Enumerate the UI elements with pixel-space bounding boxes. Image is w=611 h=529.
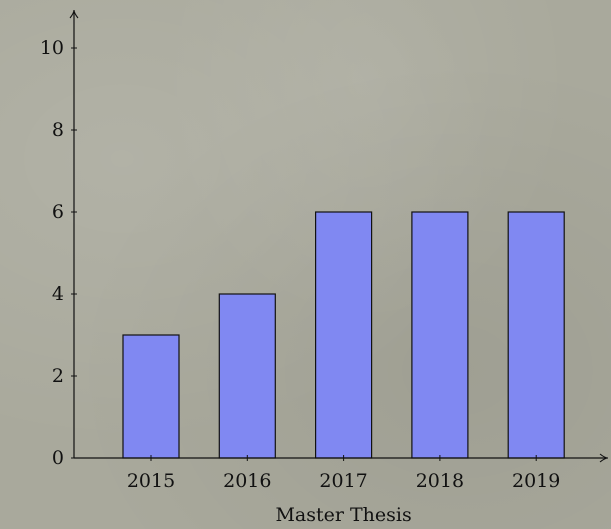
y-tick-label-4: 4 (52, 283, 64, 305)
y-ticks-group: 0 2 4 6 8 10 (40, 37, 77, 469)
x-tick-label-2017: 2017 (319, 470, 367, 492)
bar-2019 (507, 211, 565, 459)
x-tick-label-2015: 2015 (127, 470, 175, 492)
x-tick-label-2016: 2016 (223, 470, 271, 492)
bar-2015 (122, 334, 180, 459)
y-tick-label-8: 8 (52, 119, 64, 141)
y-tick-label-0: 0 (52, 447, 64, 469)
axes-group (69, 9, 609, 463)
bars-group (122, 211, 565, 459)
bar-2018 (411, 211, 469, 459)
x-axis-title: Master Thesis (275, 504, 411, 526)
bar-2016 (218, 293, 276, 459)
y-tick-label-2: 2 (52, 365, 64, 387)
x-axis-arrow (599, 453, 609, 463)
y-tick-label-6: 6 (52, 201, 64, 223)
x-tick-labels-group: 2015 2016 2017 2018 2019 (127, 455, 560, 492)
x-tick-label-2019: 2019 (512, 470, 560, 492)
y-axis-arrow (69, 9, 79, 19)
bar-2017 (315, 211, 373, 459)
y-tick-label-10: 10 (40, 37, 64, 59)
x-tick-label-2018: 2018 (416, 470, 464, 492)
